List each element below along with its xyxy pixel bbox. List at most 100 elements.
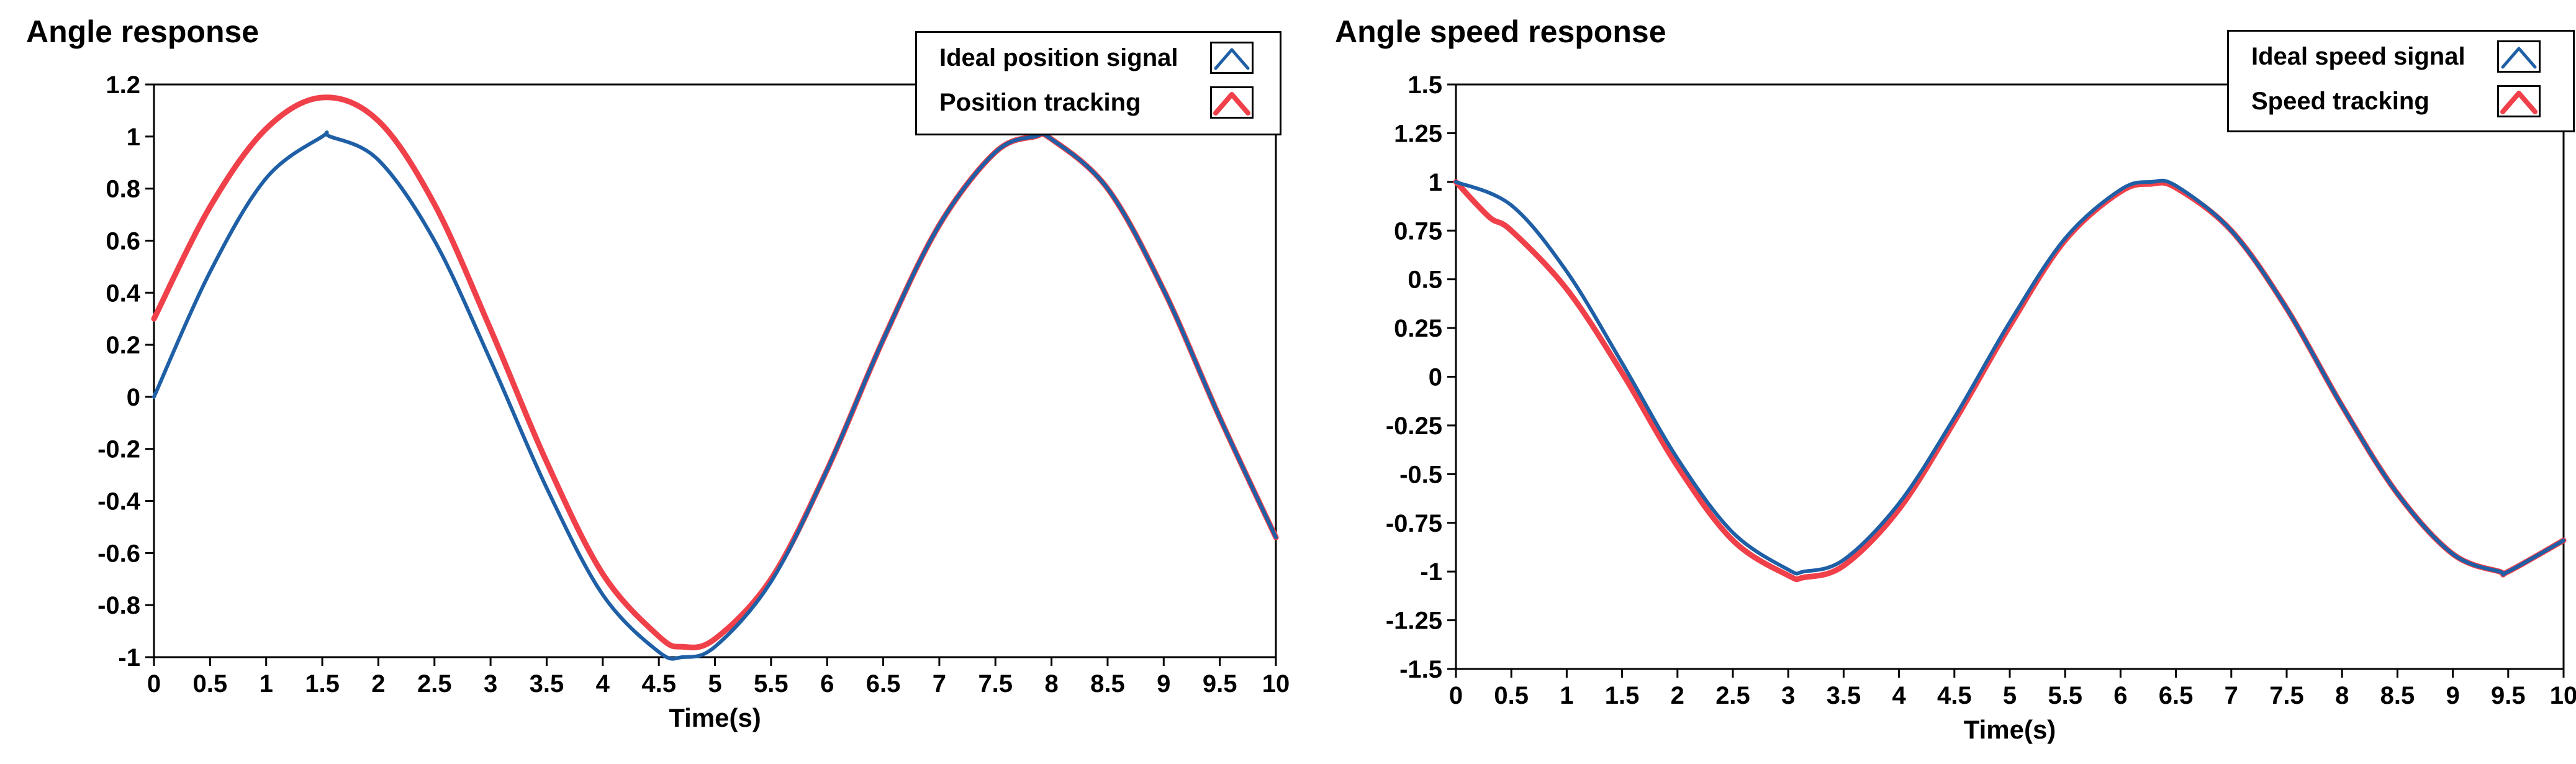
legend-swatch-line <box>2500 91 2538 114</box>
legend-label: Position tracking <box>939 89 1141 116</box>
y-tick-label: 0 <box>127 384 140 411</box>
y-tick-label: 0.5 <box>1408 266 1442 294</box>
y-tick-label: -0.75 <box>1386 510 1442 537</box>
y-tick-label: -1.5 <box>1399 656 1442 683</box>
x-tick-label: 8 <box>1044 670 1058 698</box>
legend-label: Speed tracking <box>2251 88 2429 115</box>
x-tick-label: 2.5 <box>1715 682 1750 709</box>
x-tick-label: 2.5 <box>417 670 452 698</box>
x-tick-label: 8.5 <box>2380 682 2415 709</box>
x-tick-label: 9.5 <box>1203 670 1237 698</box>
legend-swatch-icon <box>1213 92 1250 116</box>
x-tick-label: 10 <box>1262 670 1290 698</box>
x-tick-label: 8.5 <box>1090 670 1125 698</box>
series-line-ideal <box>1454 178 2565 577</box>
plot-area <box>153 83 1277 658</box>
x-tick-label: 7 <box>933 670 946 698</box>
x-tick-label: 0.5 <box>1494 682 1529 709</box>
y-tick-label: 0 <box>1429 364 1442 391</box>
y-tick-label: -1 <box>1420 558 1442 586</box>
chart-title: Angle response <box>26 14 260 49</box>
angle-response-chart: -1 -0.8 -0.6 -0.4 -0.2 0 0.2 0.4 0.6 0.8 1 1.2 0 0.5 1… <box>97 71 1290 732</box>
x-tick-label: 5 <box>2003 682 2017 709</box>
x-tick-label: 3.5 <box>530 670 564 698</box>
x-tick-label: 7.5 <box>978 670 1013 698</box>
x-axis-label: Time(s) <box>669 703 761 732</box>
legend-swatch-icon <box>1214 48 1250 70</box>
x-tick-label: 6 <box>2113 682 2127 709</box>
x-tick-label: 0.5 <box>193 670 228 698</box>
x-tick-label: 4.5 <box>641 670 676 698</box>
x-tick-label: 5.5 <box>754 670 789 698</box>
legend-label: Ideal position signal <box>939 44 1178 71</box>
x-tick-label: 9 <box>1157 670 1170 698</box>
x-tick-label: 7 <box>2225 682 2238 709</box>
x-tick-label: 9 <box>2446 682 2459 709</box>
x-tick-label: 2 <box>371 670 385 698</box>
angle-speed-response-panel: Angle speed response -1.5 -1.25 -1 -0.75 -0.… <box>1291 0 2576 764</box>
legend-label: Ideal speed signal <box>2251 43 2465 70</box>
x-tick-label: 4.5 <box>1937 682 1972 709</box>
legend-entry-ideal: Ideal speed signal <box>2229 34 2573 79</box>
legend-swatch-line <box>1213 92 1250 116</box>
y-tick-label: 0.6 <box>106 227 140 255</box>
y-tick-label: 0.75 <box>1394 217 1442 245</box>
y-tick-label: 1 <box>127 124 140 151</box>
legend-swatch-tracking <box>1210 86 1254 119</box>
x-tick-label: 7.5 <box>2269 682 2304 709</box>
x-tick-label: 1 <box>1560 682 1573 709</box>
x-tick-label: 4 <box>1892 682 1906 709</box>
legend-swatch-ideal <box>2497 40 2541 73</box>
x-tick-label: 3.5 <box>1827 682 1861 709</box>
x-tick-label: 5 <box>708 670 721 698</box>
x-tick-label: 1 <box>260 670 273 698</box>
y-tick-label: 1 <box>1429 169 1442 196</box>
x-tick-label: 4 <box>596 670 610 698</box>
legend-entry-ideal: Ideal position signal <box>917 35 1280 80</box>
x-tick-label: 10 <box>2550 682 2576 709</box>
legend-swatch-line <box>1214 48 1250 70</box>
x-tick-label: 8 <box>2335 682 2349 709</box>
y-tick-label: 0.25 <box>1394 315 1442 342</box>
chart-title: Angle speed response <box>1335 14 1666 49</box>
series-line-ideal <box>152 130 1278 661</box>
x-tick-label: 6 <box>820 670 834 698</box>
legend-swatch-tracking <box>2497 85 2541 117</box>
y-tick-label: -0.6 <box>97 540 140 567</box>
plot-area <box>1455 83 2565 670</box>
y-tick-label: -1 <box>118 644 140 671</box>
x-tick-label: 6.5 <box>2159 682 2194 709</box>
y-tick-label: -1.25 <box>1386 607 1442 635</box>
angle-response-panel: Angle response -1 -0.8 -0.6 -0.4 -0.2 0 0.2 0.4… <box>26 14 1290 732</box>
x-tick-label: 2 <box>1671 682 1684 709</box>
x-tick-label: 5.5 <box>2048 682 2082 709</box>
x-tick-label: 6.5 <box>866 670 901 698</box>
y-tick-label: 1.25 <box>1394 120 1442 147</box>
chart-legend: Ideal speed signal Speed tracking <box>2227 30 2575 132</box>
legend-swatch-icon <box>2501 47 2537 69</box>
x-tick-label: 1.5 <box>305 670 340 698</box>
y-tick-label: -0.8 <box>97 592 140 619</box>
legend-swatch-line <box>2501 47 2537 69</box>
angle-speed-response-chart: -1.5 -1.25 -1 -0.75 -0.5 -0.25 0 0.25 0.5 0.75 1 1.… <box>1386 71 2576 744</box>
y-tick-label: 1.2 <box>106 71 140 99</box>
chart-legend: Ideal position signal Position tracking <box>915 31 1281 135</box>
y-tick-label: -0.25 <box>1386 412 1442 440</box>
y-tick-label: 0.8 <box>106 176 140 203</box>
legend-entry-tracking: Position tracking <box>917 80 1280 125</box>
y-tick-label: 0.4 <box>106 280 140 307</box>
legend-swatch-icon <box>2500 91 2538 114</box>
x-tick-label: 3 <box>1781 682 1795 709</box>
x-tick-label: 3 <box>484 670 497 698</box>
legend-swatch-ideal <box>1210 42 1254 74</box>
x-tick-label: 0 <box>147 670 161 698</box>
legend-entry-tracking: Speed tracking <box>2229 79 2573 124</box>
y-tick-label: -0.4 <box>97 488 141 516</box>
y-tick-label: -0.5 <box>1399 461 1442 488</box>
y-tick-label: 0.2 <box>106 332 140 359</box>
x-axis-label: Time(s) <box>1964 715 2056 744</box>
x-tick-label: 9.5 <box>2491 682 2526 709</box>
y-tick-label: -0.2 <box>97 436 140 463</box>
y-tick-label: 1.5 <box>1408 71 1442 99</box>
x-tick-label: 0 <box>1449 682 1463 709</box>
